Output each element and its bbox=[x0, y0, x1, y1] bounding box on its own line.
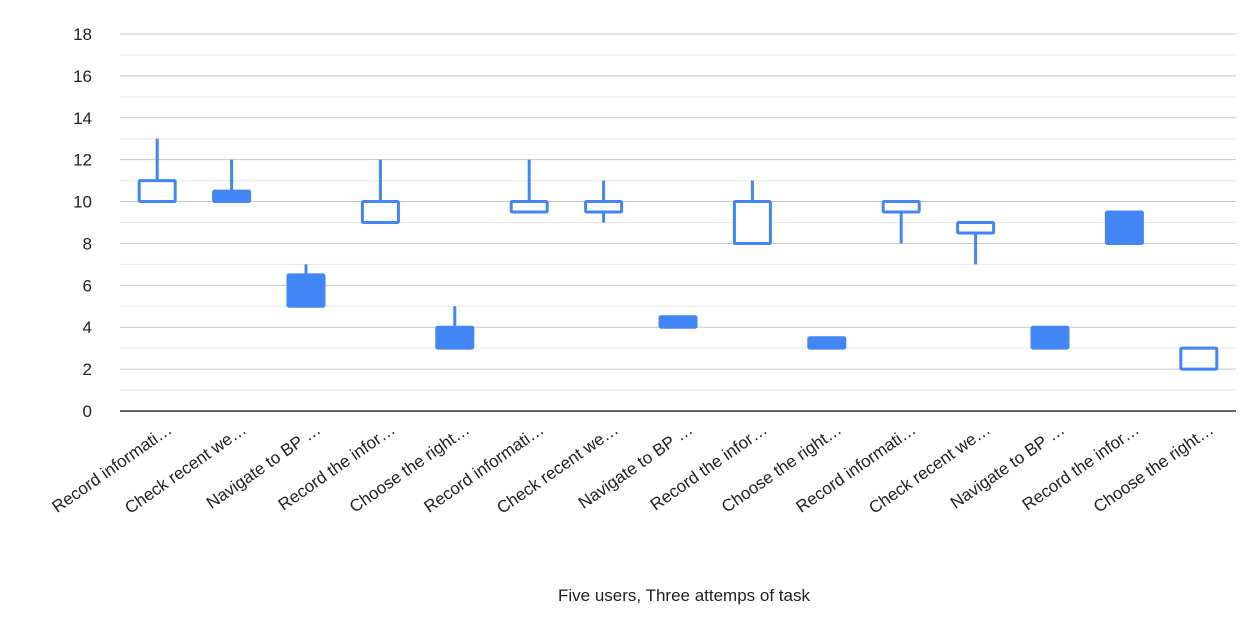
candle bbox=[584, 180, 624, 223]
candle bbox=[807, 336, 847, 350]
candle bbox=[435, 306, 475, 350]
candle bbox=[1030, 325, 1070, 350]
x-category-label: Check recent we… bbox=[121, 420, 250, 518]
x-category-label: Record informati… bbox=[49, 420, 176, 517]
candle bbox=[1104, 210, 1144, 245]
candle-body-filled bbox=[286, 273, 326, 308]
y-tick-label: 16 bbox=[73, 67, 92, 86]
x-category-label: Choose the right… bbox=[1090, 420, 1217, 517]
candle-body-hollow bbox=[732, 200, 772, 245]
candle-body-filled bbox=[1030, 325, 1070, 350]
y-tick-label: 4 bbox=[83, 318, 92, 337]
y-tick-label: 14 bbox=[73, 109, 92, 128]
candle bbox=[137, 138, 177, 204]
x-axis-categories: Record informati…Check recent we…Navigat… bbox=[49, 420, 1218, 518]
candle bbox=[658, 315, 698, 329]
candles bbox=[137, 138, 1219, 371]
candle-body-filled bbox=[658, 315, 698, 329]
x-category-label: Record informati… bbox=[421, 420, 548, 517]
candle-body-hollow bbox=[881, 200, 921, 214]
candle-body-hollow bbox=[509, 200, 549, 214]
candle bbox=[360, 159, 400, 225]
y-tick-label: 0 bbox=[83, 402, 92, 421]
x-category-label: Choose the right… bbox=[718, 420, 845, 517]
candle-body-hollow bbox=[956, 221, 996, 235]
candle bbox=[212, 159, 252, 204]
candle-body-filled bbox=[212, 189, 252, 204]
y-tick-label: 10 bbox=[73, 193, 92, 212]
y-tick-label: 2 bbox=[83, 360, 92, 379]
candle-body-filled bbox=[807, 336, 847, 350]
candle bbox=[956, 221, 996, 265]
x-category-label: Check recent we… bbox=[865, 420, 994, 518]
y-tick-label: 8 bbox=[83, 234, 92, 253]
y-tick-label: 12 bbox=[73, 151, 92, 170]
candle-body-hollow bbox=[584, 200, 624, 214]
candle-body-hollow bbox=[1179, 346, 1219, 371]
candle bbox=[509, 159, 549, 214]
candle bbox=[881, 200, 921, 244]
candle-body-filled bbox=[1104, 210, 1144, 245]
candle-body-hollow bbox=[360, 200, 400, 225]
candle-body-filled bbox=[435, 325, 475, 350]
y-tick-label: 6 bbox=[83, 276, 92, 295]
candle bbox=[732, 180, 772, 245]
candle-body-hollow bbox=[137, 179, 177, 204]
x-axis-title: Five users, Three attemps of task bbox=[558, 586, 810, 605]
candle bbox=[286, 264, 326, 308]
x-category-label: Check recent we… bbox=[493, 420, 622, 518]
candle bbox=[1179, 346, 1219, 371]
x-category-label: Choose the right… bbox=[346, 420, 473, 517]
y-axis-ticks: 0 2 4 6 8 10 12 14 16 18 bbox=[73, 25, 92, 421]
x-category-label: Record informati… bbox=[793, 420, 920, 517]
y-tick-label: 18 bbox=[73, 25, 92, 44]
